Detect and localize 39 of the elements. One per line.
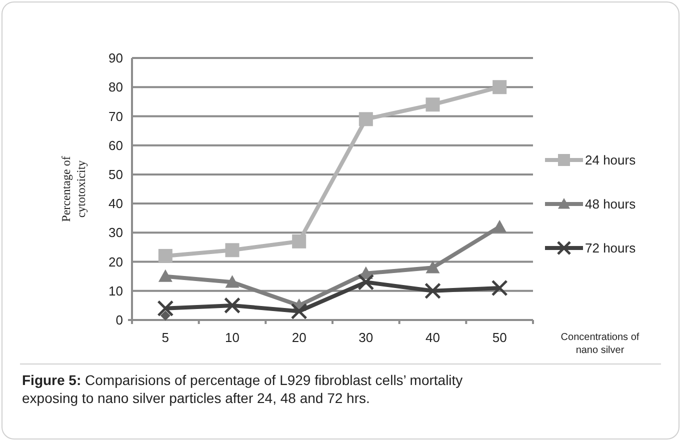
point	[158, 248, 172, 263]
y-tick-label: 30	[108, 225, 123, 240]
x-tick-label: 5	[162, 330, 170, 345]
point	[157, 300, 174, 317]
legend-label: 48 hours	[585, 196, 636, 212]
y-tick-label: 60	[108, 138, 123, 153]
y-axis-title: Percentage of cytotoxicity	[59, 156, 88, 222]
point	[225, 275, 240, 288]
legend-label: 72 hours	[585, 240, 636, 256]
point	[492, 220, 507, 232]
legend-label: 24 hours	[585, 152, 636, 168]
y-tick-label: 70	[108, 108, 123, 124]
x-tick-label: 10	[225, 330, 240, 345]
point	[158, 269, 172, 282]
point	[426, 260, 440, 274]
y-tick-label: 10	[108, 283, 123, 298]
point	[290, 303, 308, 320]
y-tick-label: 80	[108, 80, 123, 95]
point	[292, 234, 306, 248]
y-tick-label: 20	[108, 254, 123, 270]
y-tick-label: 50	[108, 166, 123, 182]
y-tick-label: 0	[116, 312, 123, 328]
caption: Figure 5: Comparisions of percentage of L929 fibroblast cells’ mortality exposing to nano silver particles after 24, 48 and 72 hrs.	[22, 372, 463, 406]
x-tick-label: 50	[492, 330, 507, 345]
point	[358, 274, 374, 290]
y-tick-label: 40	[108, 196, 123, 212]
point	[358, 112, 373, 126]
point	[160, 310, 170, 321]
point	[492, 80, 507, 94]
x-axis-title: Concentrations of nano silver	[560, 332, 640, 356]
point	[225, 243, 240, 258]
y-tick-label: 90	[108, 50, 123, 66]
point	[426, 98, 440, 112]
point	[224, 297, 240, 314]
x-tick-label: 30	[358, 330, 374, 345]
x-tick-label: 40	[426, 330, 440, 345]
x-tick-label: 20	[292, 330, 306, 345]
point	[491, 280, 508, 296]
point	[424, 282, 441, 300]
